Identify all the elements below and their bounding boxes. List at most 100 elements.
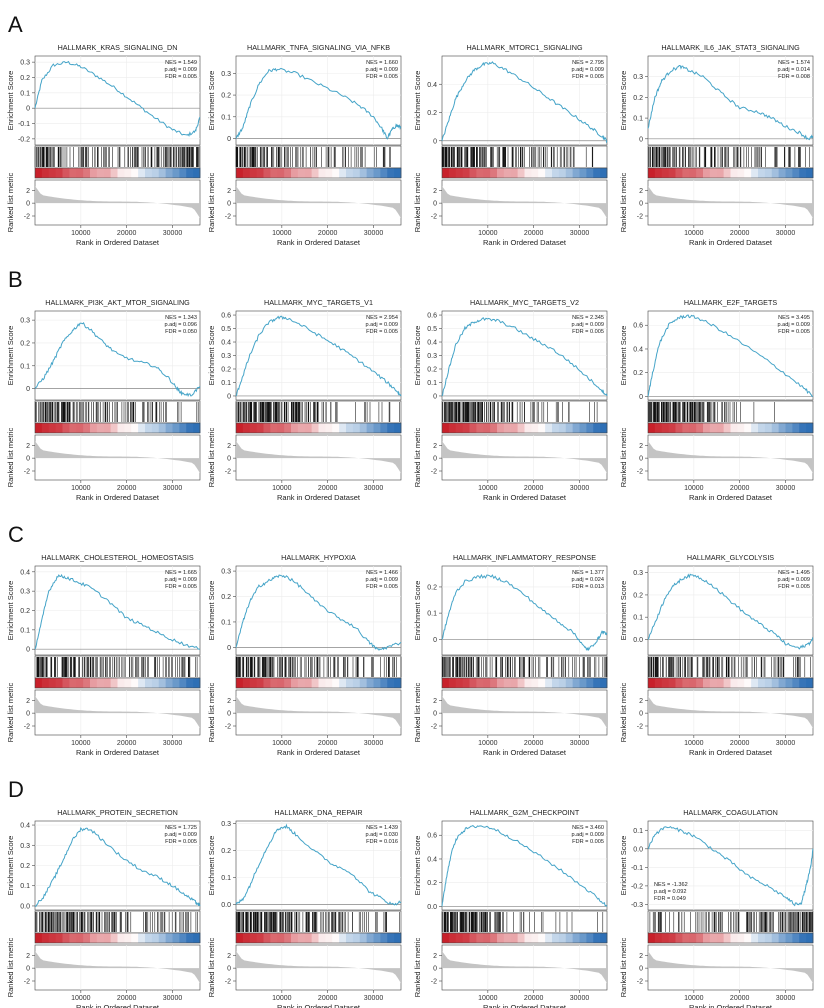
- metric-axis-label: Ranked list metric: [413, 172, 422, 232]
- gsea-plot: HALLMARK_MYC_TARGETS_V2 0.6 0.5 0.4 0.3 0.2 0.…: [413, 298, 608, 502]
- rank-color-cell: [545, 933, 553, 943]
- rank-color-cell: [476, 678, 484, 688]
- y-tick-label: 0: [433, 637, 437, 644]
- x-tick-label: 10000: [71, 995, 91, 1002]
- y-tick-label: 0.2: [633, 95, 643, 102]
- nes-label: NES = 1.377: [572, 570, 604, 576]
- y-tick-label: 0.3: [221, 821, 231, 828]
- y-tick-label: 0.5: [427, 326, 437, 333]
- rank-color-cell: [284, 933, 292, 943]
- rank-color-cell: [373, 933, 381, 943]
- rank-color-cell: [565, 933, 574, 943]
- rank-color-cell: [346, 678, 354, 688]
- rank-color-cell: [277, 678, 285, 688]
- rank-color-cell: [661, 168, 670, 178]
- fdr-label: FDR = 0.005: [165, 74, 197, 80]
- metric-tick-label: 2: [26, 188, 30, 195]
- enrichment-curve: [34, 60, 201, 137]
- rank-color-cell: [792, 933, 800, 943]
- plot-title: HALLMARK_MTORC1_SIGNALING: [466, 43, 583, 52]
- enrichment-curve: [235, 823, 402, 906]
- y-tick-label: 0.6: [633, 323, 643, 330]
- rank-color-cell: [503, 168, 512, 178]
- ranked-metric-area: [442, 951, 607, 984]
- gene-hit-lines: [441, 147, 594, 167]
- rank-color-cell: [668, 423, 676, 433]
- x-axis-label: Rank in Ordered Dataset: [689, 748, 773, 757]
- x-tick-label: 30000: [776, 485, 796, 492]
- metric-tick-label: -2: [24, 724, 30, 731]
- rank-color-cell: [76, 168, 84, 178]
- ranked-metric-area: [236, 441, 401, 474]
- rank-color-cell: [579, 168, 587, 178]
- metric-tick-label: 0: [639, 711, 643, 718]
- rank-color-cell: [339, 168, 347, 178]
- rank-color-cell: [41, 168, 50, 178]
- metric-axis-label: Ranked list metric: [413, 427, 422, 487]
- rank-color-cell: [558, 168, 567, 178]
- panel-letter-A: A: [8, 12, 23, 37]
- enrichment-curve: [647, 314, 813, 397]
- metric-tick-label: -2: [24, 469, 30, 476]
- enrichment-curve: [441, 61, 608, 144]
- rank-color-cell: [96, 168, 105, 178]
- rank-color-cell: [380, 933, 388, 943]
- rank-color-cell: [490, 678, 498, 688]
- x-tick-label: 10000: [684, 230, 704, 237]
- rank-color-cell: [325, 168, 333, 178]
- rank-color-cell: [366, 423, 374, 433]
- y-tick-label: 0.3: [20, 318, 30, 325]
- y-tick-label: 0: [227, 645, 231, 652]
- es-axis-label: Enrichment Score: [619, 581, 628, 641]
- rank-color-cell: [517, 168, 525, 178]
- rank-color-cell: [249, 423, 258, 433]
- rank-color-cell: [69, 678, 77, 688]
- x-tick-label: 30000: [570, 740, 590, 747]
- rank-color-cell: [131, 168, 139, 178]
- rank-color-cell: [545, 168, 553, 178]
- nes-label: NES = 1.439: [366, 825, 398, 831]
- es-axis-label: Enrichment Score: [207, 836, 216, 896]
- rank-color-cell: [193, 678, 201, 688]
- gene-hit-lines: [442, 657, 608, 677]
- rank-color-cell: [593, 678, 601, 688]
- rank-color-cell: [48, 168, 57, 178]
- x-tick-label: 30000: [570, 995, 590, 1002]
- padj-label: p.adj = 0.009: [571, 832, 604, 838]
- y-tick-label: 0.3: [633, 74, 643, 81]
- rank-color-cell: [448, 168, 457, 178]
- es-axis-label: Enrichment Score: [413, 581, 422, 641]
- rank-color-cell: [352, 933, 361, 943]
- rank-color-cell: [366, 933, 374, 943]
- rank-color-cell: [48, 933, 57, 943]
- fdr-label: FDR = 0.005: [572, 839, 604, 845]
- rank-color-cell: [709, 423, 718, 433]
- padj-label: p.adj = 0.009: [365, 322, 398, 328]
- rank-color-bar-frame: [34, 932, 201, 944]
- metric-tick-label: 0: [639, 456, 643, 463]
- x-tick-label: 20000: [117, 740, 137, 747]
- x-axis-label: Rank in Ordered Dataset: [689, 238, 773, 247]
- rank-color-bar-frame: [235, 422, 402, 434]
- enrichment-curve: [34, 827, 201, 908]
- rank-color-cell: [62, 168, 70, 178]
- gene-hit-lines: [235, 147, 391, 167]
- es-axis-label: Enrichment Score: [207, 581, 216, 641]
- rank-color-cell: [552, 933, 560, 943]
- rank-color-cell: [332, 678, 340, 688]
- metric-axis-label: Ranked list metric: [413, 682, 422, 742]
- rank-color-cell: [373, 423, 381, 433]
- ranked-metric-area: [442, 441, 607, 474]
- rank-color-cell: [165, 168, 173, 178]
- gsea-plot: HALLMARK_MTORC1_SIGNALING 0.4 0.2 0 NES = 2.…: [413, 43, 608, 247]
- metric-tick-label: 0: [639, 966, 643, 973]
- x-axis-label: Rank in Ordered Dataset: [76, 493, 160, 502]
- gsea-plot: HALLMARK_MYC_TARGETS_V1 0.6 0.5 0.4 0.3 0.2 0.…: [207, 298, 402, 502]
- x-tick-label: 20000: [318, 230, 338, 237]
- nes-label: NES = 1.725: [165, 825, 197, 831]
- rank-color-cell: [359, 678, 368, 688]
- rank-color-cell: [524, 933, 532, 943]
- metric-tick-label: 2: [227, 443, 231, 450]
- metric-tick-label: 0: [227, 456, 231, 463]
- rank-color-cell: [394, 678, 402, 688]
